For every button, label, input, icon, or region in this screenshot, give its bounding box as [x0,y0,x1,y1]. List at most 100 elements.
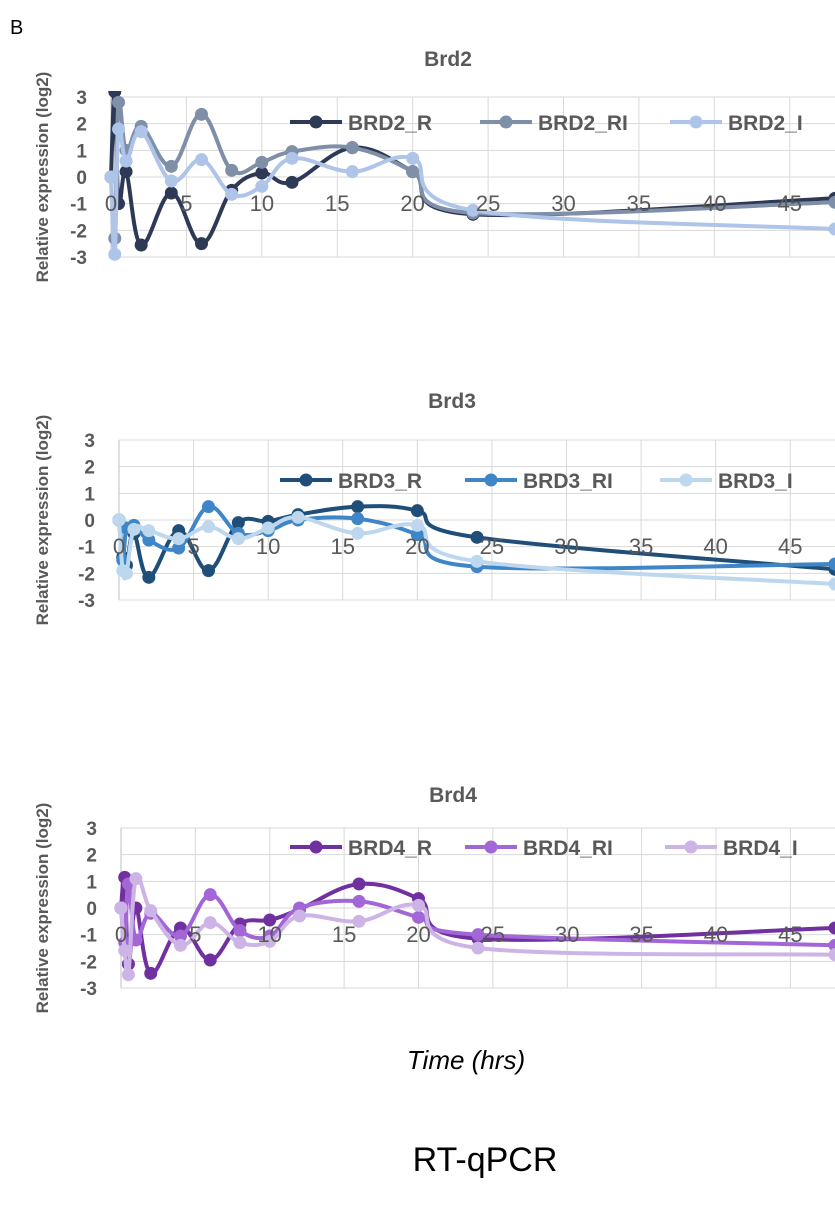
y-tick-label: -3 [80,979,97,1000]
legend-label: BRD3_R [338,470,422,493]
data-point [466,203,480,217]
data-point [164,174,178,188]
y-tick-label: -1 [70,195,87,216]
data-point [112,513,126,527]
data-point [285,175,299,189]
y-tick-label: -2 [70,221,87,242]
legend-label: BRD2_R [348,112,432,135]
data-point [225,187,239,201]
x-tick-label: 25 [476,191,500,216]
x-tick-label: 25 [481,922,505,947]
legend-label: BRD3_RI [523,470,613,493]
x-tick-label: 10 [256,534,280,559]
x-tick-label: 30 [555,922,579,947]
data-point [293,909,306,923]
data-point [164,159,178,173]
legend-label: BRD2_RI [538,112,628,135]
data-point [112,122,126,136]
chart-title: Brd2 [424,48,472,71]
figure-caption: RT-qPCR [413,1141,558,1179]
data-point [202,564,215,578]
y-tick-label: 0 [84,511,95,532]
legend-label: BRD2_I [728,112,803,135]
panel-letter: B [10,17,23,39]
y-tick-label: -2 [78,564,95,585]
data-point [202,500,215,514]
data-point [263,913,277,927]
data-point [410,528,424,542]
chart-brd2: Brd2 -3 -2 -1 0 1 2 3 Relative expression (log2)… [33,48,835,282]
data-point [142,533,156,547]
x-tick-label: 10 [258,922,282,947]
data-point [412,910,425,924]
legend: BRD2_R BRD2_RI BRD2_I [290,112,803,135]
data-point [195,237,208,251]
data-point [144,904,158,918]
data-point [195,153,208,167]
data-point [233,936,247,950]
charts-container: Brd2 -3 -2 -1 0 1 2 3 Relative expression (log2)… [33,48,835,1013]
legend-label: BRD3_I [718,470,793,493]
data-point [255,179,269,193]
y-tick-label: 3 [76,88,87,109]
y-tick-label: -2 [80,952,97,973]
x-tick-label: 25 [480,534,504,559]
data-point [118,944,132,958]
x-tick-label: 35 [629,922,653,947]
y-tick-label: 2 [76,115,87,136]
x-tick-label: 30 [554,534,578,559]
series-area [104,91,835,261]
data-point [172,532,186,546]
legend-swatch-marker [309,115,323,129]
data-point [134,125,148,139]
legend-swatch-marker [484,840,498,854]
data-point [410,518,424,532]
data-point [351,512,365,526]
data-point [828,577,835,591]
x-tick-label: 5 [180,191,192,216]
y-tick-label: 2 [86,846,97,867]
data-point [195,107,208,121]
data-point [351,500,365,514]
data-point [174,929,187,943]
data-point [345,165,359,179]
data-point [261,521,275,535]
data-point [263,934,277,948]
data-point [470,530,484,544]
y-tick-label: 3 [84,431,95,452]
data-point [108,247,122,261]
chart-brd3: Brd3 -3 -2 -1 0 1 2 3 Relative expression (log2)… [33,390,835,625]
data-point [470,554,484,568]
x-tick-label: 5 [189,922,201,947]
legend-swatch-marker [499,115,513,129]
data-point [233,924,247,938]
data-point [129,872,143,886]
legend-swatch-marker [684,840,698,854]
x-tick-label: 45 [778,191,802,216]
data-point [406,165,420,179]
x-tick-label: 15 [332,922,356,947]
data-point [127,522,141,536]
chart-brd4: Brd4 -3 -2 -1 0 1 2 3 Relative expression (log2)… [33,784,835,1013]
data-point [352,894,366,908]
data-point [352,914,366,928]
y-tick-label: -1 [78,538,95,559]
legend: BRD3_R BRD3_RI BRD3_I [280,470,793,493]
series-line-BRD3_I [117,515,835,586]
data-point [104,170,118,184]
legend-label: BRD4_R [348,837,432,860]
data-point [471,928,485,942]
data-point [828,557,835,571]
legend-swatch-marker [309,840,323,854]
legend-label: BRD4_RI [523,837,613,860]
x-tick-label: 40 [704,922,728,947]
x-tick-label: 20 [406,922,430,947]
x-tick-label: 30 [551,191,575,216]
x-tick-label: 35 [629,534,653,559]
data-point [174,938,187,952]
y-tick-label: 2 [84,458,95,479]
x-tick-label: 0 [113,534,125,559]
data-point [255,166,269,180]
legend-label: BRD4_I [723,837,798,860]
data-point [291,510,305,524]
